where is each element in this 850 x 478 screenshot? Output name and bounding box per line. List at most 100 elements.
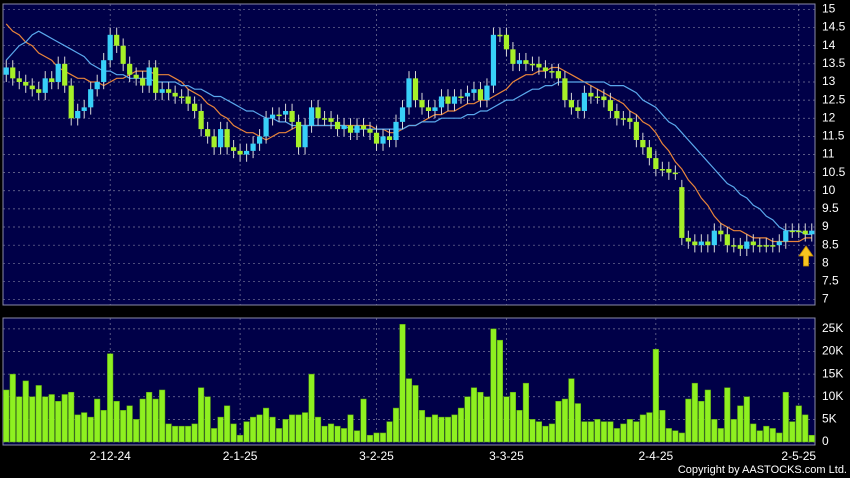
candle-body (581, 92, 587, 111)
volume-bar (763, 425, 770, 443)
candle-body (211, 136, 217, 148)
volume-bar (548, 423, 555, 443)
candle-body (445, 96, 451, 104)
candle-body (386, 136, 393, 140)
volume-bar (29, 396, 36, 443)
candle-body (536, 63, 542, 68)
volume-bar (802, 414, 809, 443)
y-tick-label: 11.5 (822, 129, 845, 143)
volume-bar (68, 391, 75, 443)
candle-body (153, 67, 159, 93)
candle-body (757, 245, 763, 247)
volume-bar (776, 432, 783, 443)
candle-body (685, 237, 691, 242)
volume-bar (204, 396, 211, 443)
candle-body (328, 118, 334, 122)
candle-body (244, 150, 250, 155)
volume-bar (334, 425, 341, 443)
volume-bar (165, 423, 172, 443)
volume-bar (750, 423, 757, 443)
candle-body (802, 230, 808, 235)
candle-body (594, 96, 600, 98)
candle-body (185, 96, 191, 104)
volume-bar (509, 391, 516, 443)
volume-bar (9, 373, 16, 443)
y-tick-label: 12 (822, 110, 836, 124)
y-tick-label: 14.5 (822, 20, 846, 34)
volume-bar (464, 396, 471, 443)
volume-bar (574, 403, 581, 443)
volume-bar (535, 421, 542, 443)
copyright: Copyright by AASTOCKS.com Ltd. (678, 464, 847, 476)
candle-body (542, 67, 549, 72)
y-tick-label: 15 (822, 2, 836, 16)
candle-body (94, 81, 100, 90)
volume-bar (438, 416, 445, 443)
volume-bar (360, 398, 367, 443)
candle-body (770, 245, 776, 247)
volume-bar (756, 430, 763, 443)
candle-body (627, 118, 633, 122)
candle-body (276, 114, 282, 117)
candle-body (484, 85, 490, 101)
volume-bar (789, 421, 796, 443)
volume-bar (373, 432, 380, 443)
candle-body (659, 169, 665, 171)
candle-body (588, 92, 594, 97)
candle-body (55, 63, 61, 82)
candle-body (425, 107, 432, 111)
volume-bar (600, 421, 607, 443)
y-tick-label: 11 (822, 147, 835, 161)
candle-body (120, 45, 126, 64)
volume-bar (769, 428, 776, 443)
volume-bar (269, 416, 276, 443)
candle-body (10, 67, 16, 79)
candle-body (205, 129, 211, 137)
candle-body (256, 136, 263, 144)
candle-body (731, 245, 737, 247)
candle-body (438, 96, 445, 108)
volume-bar (678, 432, 685, 443)
candle-body (490, 34, 497, 86)
y-tick-label: 12.5 (822, 92, 846, 106)
candle-body (763, 245, 769, 247)
volume-bar (665, 428, 672, 443)
candle-body (179, 96, 185, 98)
volume-bar (315, 416, 322, 443)
x-tick-label: 3-3-25 (489, 449, 524, 463)
candle-body (218, 129, 224, 148)
candle-body (412, 78, 419, 101)
volume-bar (126, 405, 133, 443)
candle-body (315, 107, 321, 119)
volume-bar (48, 394, 55, 443)
volume-bar (74, 414, 81, 443)
candle-body (419, 100, 425, 108)
volume-bar (717, 428, 724, 443)
volume-bar (295, 414, 302, 443)
volume-bar (81, 412, 88, 443)
candle-body (451, 96, 458, 104)
volume-bar (308, 373, 315, 443)
candle-body (16, 78, 22, 82)
x-tick-label: 2-4-25 (639, 449, 674, 463)
candle-body (744, 241, 750, 249)
candle-body (308, 107, 315, 126)
volume-bar (490, 328, 497, 443)
volume-bar (100, 410, 107, 443)
candle-body (698, 241, 704, 246)
candle-body (640, 139, 646, 148)
volume-bar (282, 419, 289, 443)
candle-body (198, 110, 204, 130)
y-tick-label: 25K (822, 321, 843, 335)
volume-bar (302, 412, 309, 443)
volume-bar (529, 419, 536, 443)
volume-bar (237, 434, 244, 443)
volume-bar (386, 421, 393, 443)
candle-body (750, 241, 756, 246)
volume-bar (561, 398, 568, 443)
candle-body (68, 85, 74, 119)
volume-bar (620, 423, 627, 443)
volume-bar (243, 421, 250, 443)
candle-body (140, 78, 146, 86)
candle-body (321, 118, 328, 120)
